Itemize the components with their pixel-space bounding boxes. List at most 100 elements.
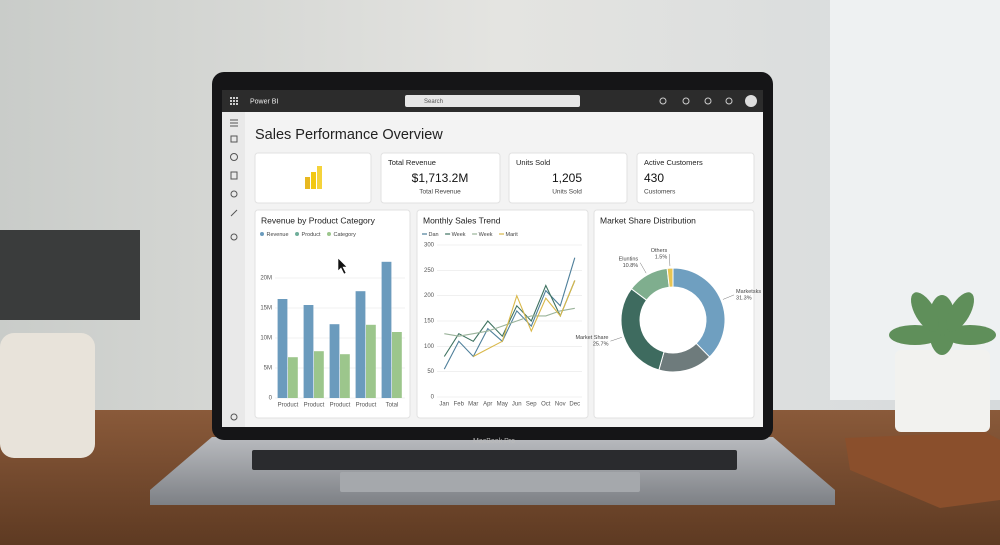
legend-label: Product <box>302 232 321 238</box>
chart-title: Revenue by Product Category <box>261 215 376 225</box>
notebook <box>845 432 1000 508</box>
legend-swatch <box>327 232 331 236</box>
x-tick-label: Oct <box>541 402 551 408</box>
legend-swatch <box>295 232 300 236</box>
kpi-value: 1,205 <box>552 171 582 185</box>
x-tick-label: Jun <box>512 402 522 408</box>
y-tick-label: 100 <box>424 344 435 350</box>
plant-pot <box>895 350 990 432</box>
y-tick-label: 150 <box>424 319 435 325</box>
y-tick-label: 0 <box>431 395 435 401</box>
y-tick-label: 50 <box>427 369 434 375</box>
chart-title: Monthly Sales Trend <box>423 215 501 225</box>
chart-title: Market Share Distribution <box>600 215 696 225</box>
x-tick-label: Product <box>330 403 351 409</box>
app-name: Power BI <box>250 98 278 105</box>
bar <box>366 324 376 398</box>
legend-label: Dan <box>429 232 439 238</box>
x-tick-label: Dec <box>569 402 580 408</box>
laptop-base <box>150 437 835 505</box>
slice-label: Eluntins <box>619 257 639 263</box>
bar <box>392 332 402 398</box>
cursor <box>337 257 348 275</box>
chart-panel <box>416 209 589 419</box>
bar <box>329 324 340 398</box>
leader-line <box>610 337 622 342</box>
x-tick-label: Nov <box>555 402 566 408</box>
x-tick-label: Product <box>278 403 299 409</box>
page-title: Sales Performance Overview <box>255 127 443 143</box>
search-placeholder: Search <box>424 99 443 105</box>
device-label: MacBook Pro <box>473 438 515 445</box>
charts: Revenue by Product Category Revenue Produc… <box>260 215 761 409</box>
x-tick-label: Sep <box>526 402 537 408</box>
avatar[interactable] <box>745 95 757 107</box>
leader-line <box>669 254 671 267</box>
x-tick-label: Total <box>386 403 399 409</box>
slice-label: Others <box>651 248 668 254</box>
slice-label: Marketsks <box>736 289 761 295</box>
y-tick-label: 0 <box>269 396 273 402</box>
bar <box>277 299 288 398</box>
pie-slice <box>666 267 674 288</box>
legend-label: Revenue <box>267 232 289 238</box>
bar <box>355 291 366 398</box>
kpi-card[interactable] <box>636 152 755 204</box>
slice-value: 1.5% <box>655 255 668 261</box>
leader-line <box>639 262 647 274</box>
keyboard <box>252 450 737 470</box>
x-tick-label: Mar <box>468 402 478 408</box>
line-series <box>444 307 575 337</box>
kpi-caption: Customers <box>644 189 676 196</box>
legend-label: Week <box>452 232 466 238</box>
kpi-caption: Total Revenue <box>419 189 461 196</box>
y-tick-label: 20M <box>260 276 272 282</box>
kpi-title: Active Customers <box>644 158 703 167</box>
nav-icons[interactable] <box>230 119 238 421</box>
bar <box>381 261 392 398</box>
kpi-caption: Units Sold <box>552 189 582 196</box>
leader-line <box>722 294 735 300</box>
x-tick-label: Feb <box>454 402 465 408</box>
slice-value: 25.7% <box>593 342 609 348</box>
power-bi-logo <box>305 166 322 189</box>
bar <box>288 357 298 398</box>
legend-swatch <box>260 232 264 236</box>
x-tick-label: Jan <box>439 402 449 408</box>
kpi-title: Units Sold <box>516 158 550 167</box>
mug <box>0 333 95 458</box>
x-tick-label: May <box>497 402 508 408</box>
y-tick-label: 10M <box>260 336 272 342</box>
bar <box>314 351 324 398</box>
line-series <box>443 280 576 357</box>
kpi-value: $1,713.2M <box>412 171 469 185</box>
slice-value: 31.3% <box>736 295 752 301</box>
slice-label: Market Share <box>575 335 608 341</box>
line-series <box>473 280 576 357</box>
x-tick-label: Apr <box>483 402 492 408</box>
kpi-value: 430 <box>644 171 664 185</box>
chart-panel <box>593 209 755 419</box>
y-tick-label: 200 <box>424 293 435 299</box>
plant <box>889 292 996 355</box>
kpi-card[interactable] <box>508 152 628 204</box>
toolbar-icons[interactable] <box>659 97 733 105</box>
kpi-title: Total Revenue <box>388 158 436 167</box>
slice-value: 10.8% <box>623 263 639 269</box>
kpi-card[interactable] <box>380 152 501 204</box>
y-tick-label: 300 <box>424 243 435 249</box>
left-nav <box>222 112 245 427</box>
y-tick-label: 250 <box>424 268 435 274</box>
app-launcher[interactable] <box>230 97 238 105</box>
legend-label: Category <box>334 232 357 238</box>
search-box[interactable] <box>405 95 580 107</box>
shelf <box>0 230 140 320</box>
y-tick-label: 15M <box>260 306 272 312</box>
trackpad <box>340 472 640 492</box>
x-tick-label: Product <box>356 403 377 409</box>
legend-label: Week <box>479 232 493 238</box>
y-tick-label: 5M <box>264 366 272 372</box>
x-tick-label: Product <box>304 403 325 409</box>
bar <box>340 354 350 398</box>
